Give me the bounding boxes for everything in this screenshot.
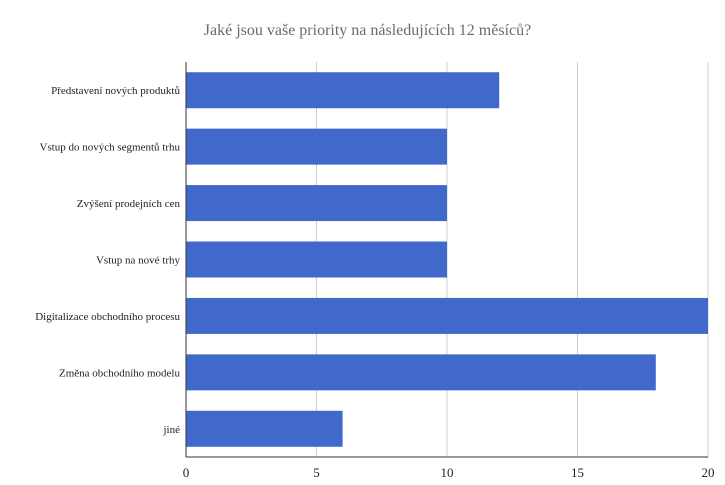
y-category-label: Vstup do nových segmentů trhu (39, 142, 180, 154)
y-category-label: Zvýšení prodejních cen (77, 198, 181, 210)
bar (186, 185, 447, 222)
y-category-label: Změna obchodního modelu (59, 367, 180, 379)
x-tick-label: 0 (183, 465, 190, 480)
y-category-label: Vstup na nové trhy (96, 255, 181, 267)
x-tick-label: 20 (702, 465, 715, 480)
bar (186, 241, 447, 278)
bar (186, 354, 656, 391)
x-tick-label: 15 (571, 465, 584, 480)
y-category-label: jiné (163, 424, 181, 436)
bar (186, 297, 708, 334)
x-tick-label: 10 (441, 465, 454, 480)
x-tick-label: 5 (313, 465, 320, 480)
bar (186, 410, 343, 447)
bar (186, 128, 447, 165)
chart-title: Jaké jsou vaše priority na následujících… (203, 22, 532, 39)
y-category-label: Digitalizace obchodního procesu (35, 311, 180, 323)
bar (186, 72, 500, 109)
y-category-label: Představení nových produktů (51, 85, 180, 97)
